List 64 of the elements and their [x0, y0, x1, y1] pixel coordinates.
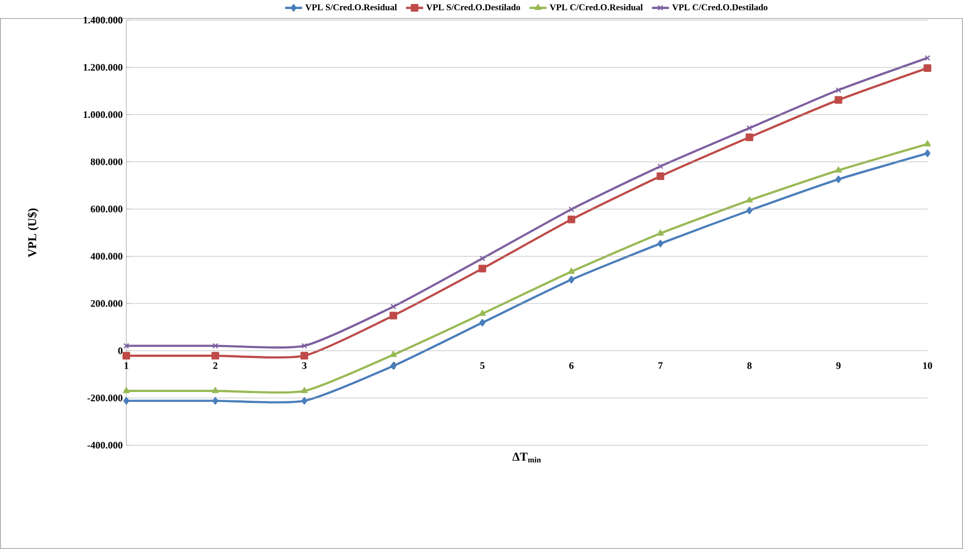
point: [212, 352, 220, 360]
x-tick-label: 8: [747, 362, 752, 369]
point: [657, 240, 664, 248]
y-tick-label: 800.000: [90, 158, 122, 166]
point: [122, 387, 130, 394]
y-tick-label: 1.400.000: [84, 16, 122, 24]
point: [122, 352, 130, 360]
point: [390, 312, 398, 320]
point: [658, 163, 664, 170]
point: [924, 150, 930, 158]
point: [123, 397, 130, 405]
y-tick-label: 0: [118, 347, 122, 354]
point: [390, 350, 397, 357]
legend-label: VPL C/Cred.O.Residual: [550, 4, 643, 10]
point: [924, 55, 930, 61]
point: [568, 206, 574, 212]
x-tick-label: 6: [569, 362, 574, 369]
point: [924, 64, 932, 72]
point: [746, 133, 754, 142]
point: [300, 387, 308, 394]
point: [478, 264, 486, 272]
y-tick-label: -400.000: [87, 442, 122, 449]
point: [746, 206, 752, 214]
point: [568, 268, 575, 274]
y-tick-label: -200.000: [87, 394, 122, 402]
point: [835, 166, 842, 173]
point: [746, 125, 752, 131]
y-tick-label: 1.200.000: [84, 64, 122, 71]
point: [479, 310, 486, 316]
x-tick-label: 1: [124, 362, 128, 369]
point: [656, 172, 664, 180]
point: [212, 342, 218, 349]
point: [657, 230, 664, 236]
point: [924, 140, 931, 146]
point: [123, 342, 130, 349]
y-tick-label: 1.000.000: [84, 111, 122, 118]
point: [301, 397, 308, 405]
legend-label: VPL S/Cred.O.Residual: [305, 4, 397, 10]
point: [212, 387, 219, 394]
point: [568, 216, 576, 224]
x-tick-label: 2: [213, 362, 218, 369]
point: [834, 96, 842, 104]
x-axis-title: ΔT$_{min}$: [512, 452, 541, 462]
y-axis-title: VPL (U$): [27, 208, 39, 258]
legend-label: VPL S/Cred.O.Destilado: [426, 4, 520, 10]
y-tick-label: 400.000: [90, 252, 122, 260]
point: [301, 342, 308, 349]
x-tick-label: 9: [836, 362, 841, 369]
point: [835, 175, 842, 184]
point: [212, 397, 218, 405]
y-tick-label: 600.000: [90, 206, 122, 212]
point: [479, 318, 486, 326]
point: [568, 276, 574, 284]
x-tick-label: 7: [658, 362, 663, 369]
x-tick-label: 5: [480, 362, 485, 369]
x-tick-label: 10: [923, 362, 932, 369]
y-tick-label: 200.000: [90, 300, 122, 307]
point: [480, 256, 486, 262]
legend-label: VPL C/Cred.O.Destilado: [672, 4, 768, 10]
point: [746, 196, 753, 203]
point: [836, 87, 842, 93]
point: [300, 352, 308, 360]
point: [390, 304, 396, 310]
x-tick-label: 3: [302, 362, 306, 369]
